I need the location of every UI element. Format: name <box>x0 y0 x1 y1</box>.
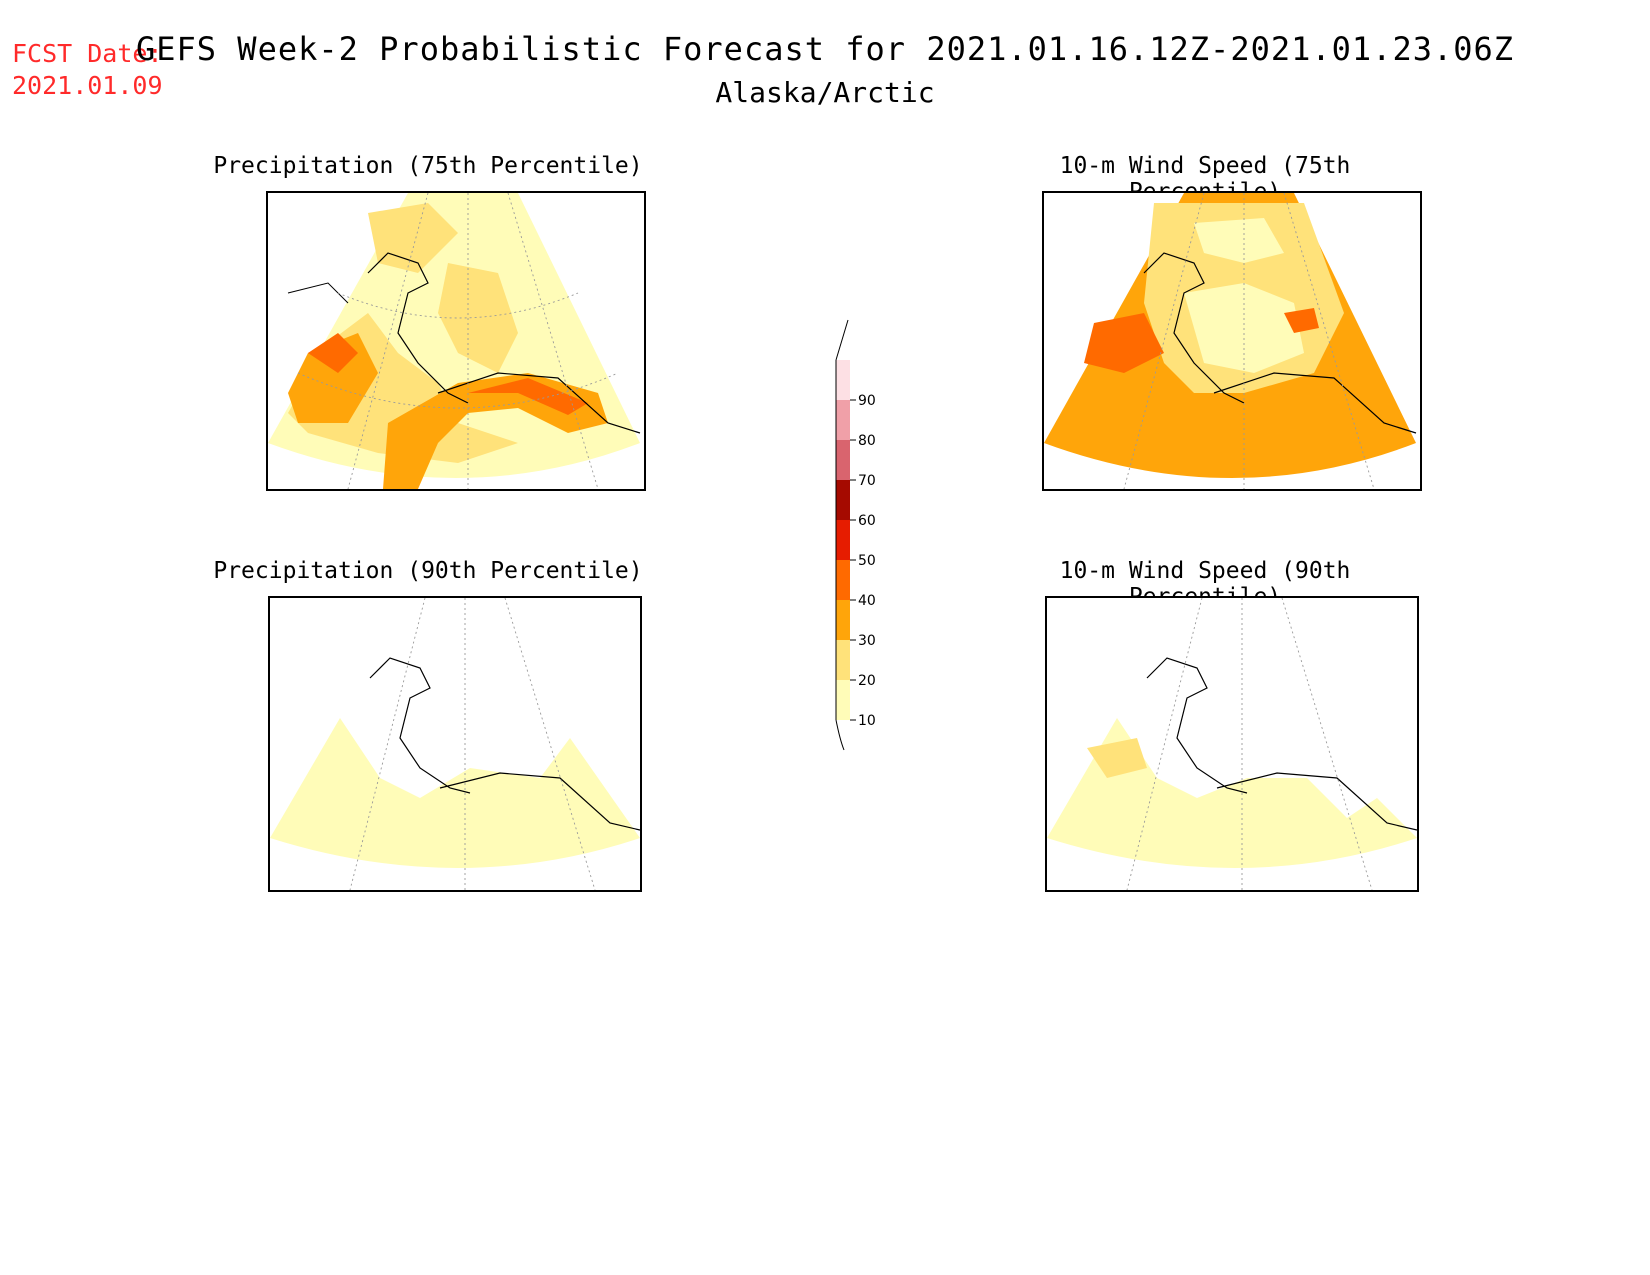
map-sector-wind-90 <box>1047 718 1417 868</box>
legend-swatch-4 <box>836 520 850 560</box>
region-subtitle: Alaska/Arctic <box>715 76 935 109</box>
map-sector-precip-90 <box>270 718 640 868</box>
legend-label-60: 60 <box>858 513 876 529</box>
legend-label-10: 10 <box>858 713 876 729</box>
panel-title-precip-75: Precipitation (75th Percentile) <box>213 153 643 179</box>
legend-label-40: 40 <box>858 593 876 609</box>
legend-label-80: 80 <box>858 433 876 449</box>
map-panel-wind-90 <box>1045 596 1419 892</box>
legend-swatch-5 <box>836 480 850 520</box>
map-panel-wind-75 <box>1042 191 1422 491</box>
panel-title-precip-90: Precipitation (90th Percentile) <box>213 558 643 584</box>
legend-label-30: 30 <box>858 633 876 649</box>
main-title: GEFS Week-2 Probabilistic Forecast for 2… <box>135 30 1515 68</box>
legend-swatch-1 <box>836 640 850 680</box>
forecast-date-value: 2021.01.09 <box>12 71 163 100</box>
color-legend: 10 20 30 40 50 60 70 80 90 <box>818 319 938 751</box>
map-wind-75 <box>1044 193 1417 489</box>
legend-swatch-8 <box>836 360 850 400</box>
legend-swatch-3 <box>836 560 850 600</box>
legend-colorbar: 10 20 30 40 50 60 70 80 90 <box>835 319 876 751</box>
legend-label-50: 50 <box>858 553 876 569</box>
map-panel-precip-75 <box>266 191 646 491</box>
map-panel-precip-90 <box>268 596 642 892</box>
legend-swatch-2 <box>836 600 850 640</box>
legend-swatch-6 <box>836 440 850 480</box>
forecast-date-label: FCST Date: <box>12 39 163 68</box>
legend-label-90: 90 <box>858 393 876 409</box>
map-wind-90 <box>1047 598 1417 890</box>
legend-label-70: 70 <box>858 473 876 489</box>
legend-top-tail <box>835 319 849 361</box>
legend-bottom-tail <box>835 719 845 751</box>
legend-swatch-0 <box>836 680 850 720</box>
legend-label-20: 20 <box>858 673 876 689</box>
map-precip-75 <box>268 193 641 489</box>
legend-swatch-7 <box>836 400 850 440</box>
map-precip-90 <box>270 598 640 890</box>
forecast-date-block: FCST Date: 2021.01.09 <box>12 38 163 102</box>
